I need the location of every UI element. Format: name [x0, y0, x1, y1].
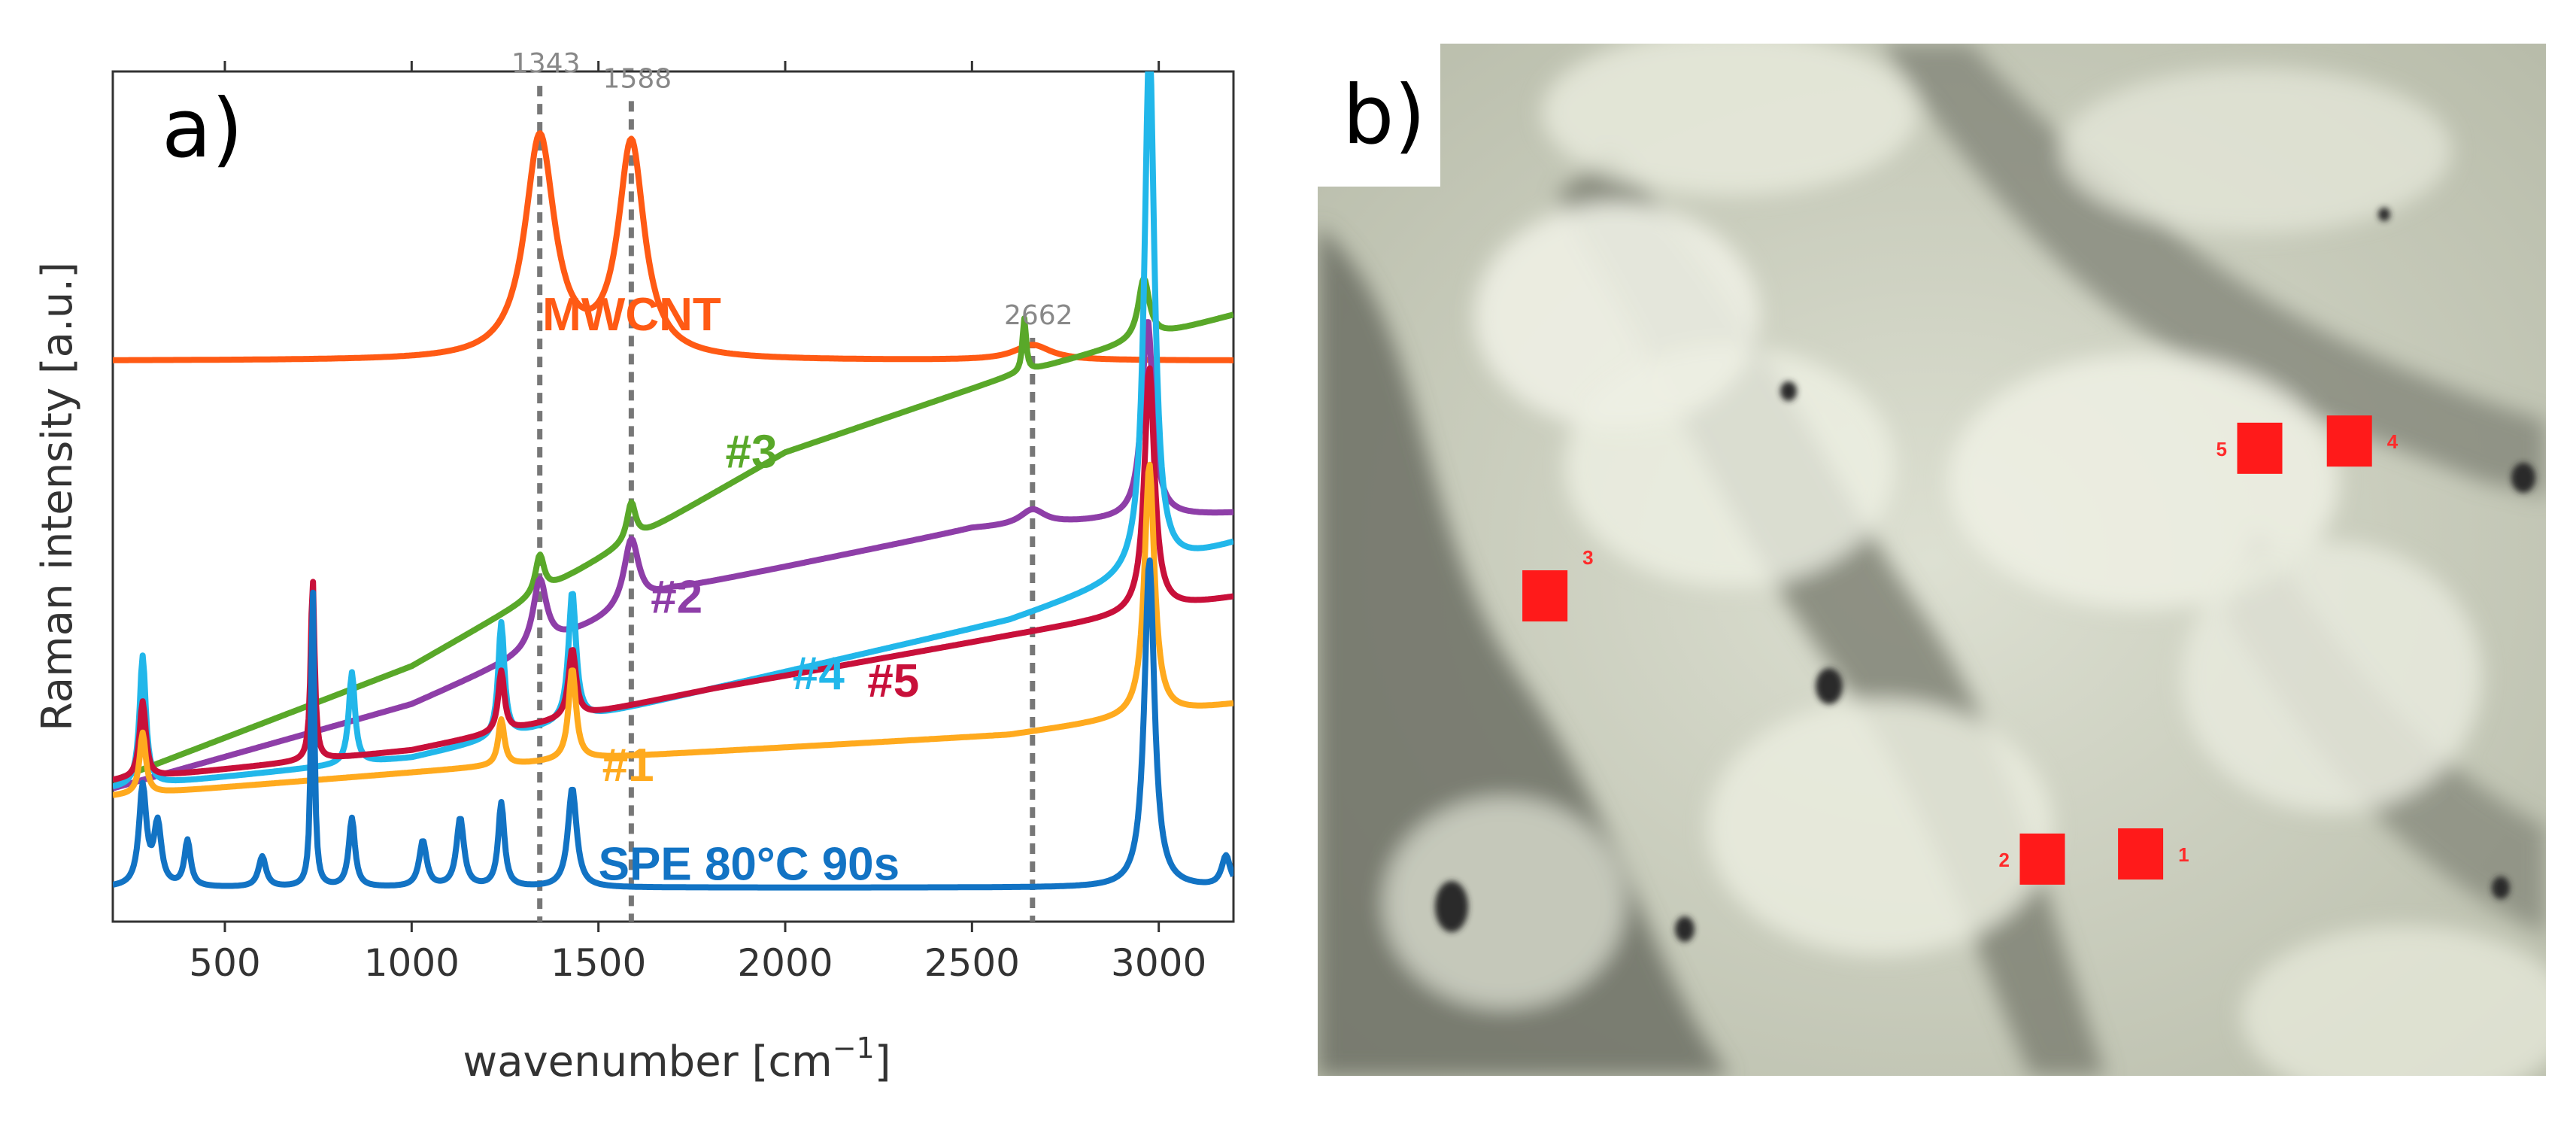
micrograph-image: [1318, 44, 2546, 1076]
panel-b-label: b): [1343, 68, 1426, 163]
series-lines: [113, 71, 1233, 891]
x-tick-label: 3000: [1111, 941, 1206, 985]
series-line-6: [113, 557, 1233, 891]
spot-label: 3: [1582, 546, 1593, 569]
measurement-spots: 1 2 3 4 5: [1522, 415, 2399, 885]
x-tick-label: 2500: [924, 941, 1020, 985]
spot-label: 4: [2387, 430, 2399, 453]
measurement-spot-4: [2326, 415, 2372, 467]
peak-label: 2662: [1004, 300, 1073, 331]
series-label: #3: [726, 427, 778, 478]
x-axis-ticks: 500 1000 1500 2000 2500 3000: [189, 61, 1206, 985]
raman-spectra-chart: 500 1000 1500 2000 2500 3000 MWCNT #3 #2 #4 #5 #1 S…: [33, 48, 1235, 1086]
series-label: #2: [651, 571, 702, 623]
series-line-4: [113, 365, 1233, 783]
peak-labels: 1343 1588 2662: [511, 48, 1073, 331]
series-label: MWCNT: [542, 289, 721, 341]
series-label: #4: [793, 648, 845, 700]
series-line-0: [113, 130, 1233, 363]
measurement-spot-1: [2118, 828, 2164, 880]
x-axis-label: wavenumber [cm−1]: [463, 1031, 891, 1086]
series-label: #1: [602, 740, 654, 791]
x-tick-label: 2000: [737, 941, 833, 985]
series-label: SPE 80°C 90s: [599, 839, 900, 891]
peak-label: 1343: [511, 48, 581, 79]
x-tick-label: 500: [189, 941, 260, 985]
y-axis-label: Raman intensity [a.u.]: [33, 262, 82, 731]
series-line-2: [113, 319, 1233, 791]
spot-label: 5: [2216, 438, 2227, 460]
x-tick-label: 1500: [551, 941, 646, 985]
x-tick-label: 1000: [364, 941, 460, 985]
panel-a-label: a): [162, 82, 243, 176]
peak-label: 1588: [603, 63, 672, 94]
series-line-1: [113, 275, 1233, 784]
series-labels: MWCNT #3 #2 #4 #5 #1 SPE 80°C 90s: [542, 289, 919, 891]
plot-frame: [111, 70, 1235, 923]
panel-b-label-bg: [1318, 44, 1440, 187]
micrograph-panel: 1 2 3 4 5 b): [1318, 44, 2546, 1076]
measurement-spot-5: [2237, 422, 2283, 474]
series-label: #5: [867, 655, 919, 707]
measurement-spot-2: [2019, 833, 2065, 885]
measurement-spot-3: [1522, 570, 1568, 622]
spot-label: 2: [1998, 849, 2009, 871]
spot-label: 1: [2178, 843, 2189, 866]
series-line-5: [113, 461, 1233, 798]
